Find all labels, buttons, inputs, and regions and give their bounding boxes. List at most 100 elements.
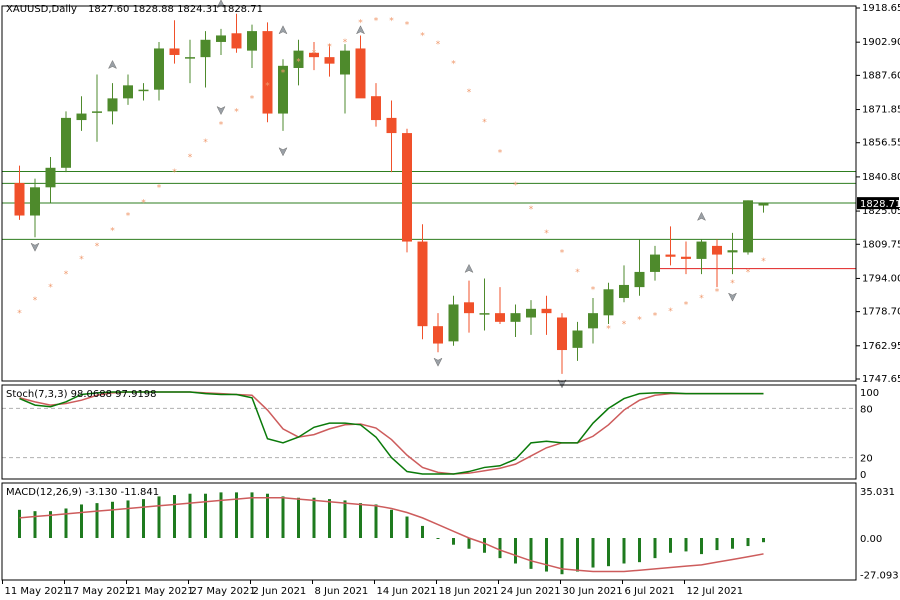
- macd-histogram-bar[interactable]: [33, 511, 37, 538]
- candle-body[interactable]: [479, 313, 490, 315]
- candle-body[interactable]: [216, 35, 226, 42]
- macd-histogram-bar[interactable]: [622, 538, 626, 564]
- candle-body[interactable]: [293, 50, 304, 68]
- macd-histogram-bar[interactable]: [359, 503, 362, 538]
- macd-histogram-bar[interactable]: [731, 538, 734, 549]
- macd-histogram-bar[interactable]: [483, 538, 486, 553]
- macd-histogram-bar[interactable]: [591, 538, 595, 568]
- macd-histogram-bar[interactable]: [514, 538, 517, 564]
- candle-body[interactable]: [634, 271, 645, 288]
- macd-histogram-bar[interactable]: [374, 504, 378, 538]
- macd-histogram-bar[interactable]: [638, 538, 641, 563]
- macd-histogram-bar[interactable]: [653, 538, 657, 559]
- macd-histogram-bar[interactable]: [126, 500, 130, 538]
- candle-body[interactable]: [14, 182, 25, 216]
- macd-histogram-bar[interactable]: [64, 508, 68, 538]
- macd-histogram-bar[interactable]: [607, 538, 610, 567]
- candle-body[interactable]: [154, 48, 164, 90]
- macd-histogram-bar[interactable]: [498, 538, 502, 559]
- candle-body[interactable]: [309, 52, 319, 58]
- macd-pane[interactable]: [18, 492, 765, 575]
- candle-body[interactable]: [526, 308, 536, 318]
- candle-body[interactable]: [433, 326, 443, 344]
- macd-histogram-bar[interactable]: [762, 538, 765, 543]
- candle-body[interactable]: [712, 245, 722, 255]
- candle-body[interactable]: [619, 284, 629, 298]
- candle-body[interactable]: [758, 203, 769, 206]
- candle-body[interactable]: [45, 167, 56, 188]
- macd-histogram-bar[interactable]: [343, 500, 347, 538]
- candle-body[interactable]: [123, 85, 133, 99]
- macd-histogram-bar[interactable]: [436, 538, 440, 539]
- macd-histogram-bar[interactable]: [95, 503, 99, 538]
- candle-body[interactable]: [572, 330, 583, 348]
- candle-body[interactable]: [650, 254, 660, 272]
- macd-histogram-bar[interactable]: [421, 525, 424, 538]
- candle-body[interactable]: [386, 117, 397, 134]
- macd-histogram-bar[interactable]: [49, 511, 52, 538]
- macd-histogram-bar[interactable]: [405, 516, 409, 538]
- macd-histogram-bar[interactable]: [390, 509, 393, 538]
- macd-histogram-bar[interactable]: [576, 538, 579, 572]
- macd-histogram-bar[interactable]: [18, 509, 21, 538]
- macd-histogram-bar[interactable]: [219, 492, 223, 538]
- candle-body[interactable]: [324, 57, 335, 64]
- stoch-main-line[interactable]: [19, 391, 764, 475]
- candle-body[interactable]: [371, 96, 381, 121]
- macd-histogram-bar[interactable]: [111, 501, 114, 538]
- macd-histogram-bar[interactable]: [173, 495, 176, 538]
- candle-body[interactable]: [200, 39, 211, 58]
- candle-body[interactable]: [30, 187, 40, 216]
- candle-body[interactable]: [665, 254, 676, 257]
- macd-histogram-bar[interactable]: [312, 497, 316, 538]
- candle-body[interactable]: [169, 48, 180, 55]
- stoch-signal-line[interactable]: [19, 391, 764, 475]
- candle-body[interactable]: [61, 117, 71, 168]
- macd-histogram-bar[interactable]: [467, 538, 471, 549]
- candle-body[interactable]: [588, 313, 598, 329]
- candle-body[interactable]: [185, 57, 195, 59]
- candle-body[interactable]: [743, 200, 753, 253]
- macd-histogram-bar[interactable]: [529, 538, 533, 569]
- macd-histogram-bar[interactable]: [746, 538, 750, 547]
- macd-signal-line[interactable]: [19, 496, 764, 573]
- candle-body[interactable]: [557, 317, 567, 351]
- candle-body[interactable]: [603, 289, 614, 316]
- macd-histogram-bar[interactable]: [281, 496, 285, 538]
- price-pane[interactable]: * * * * * * * * * * * * * * * * * * * * * * * * * * * * * * * * * * * * * * * *…: [2, 0, 856, 389]
- candle-body[interactable]: [727, 250, 738, 253]
- macd-histogram-bar[interactable]: [142, 499, 145, 538]
- candle-body[interactable]: [247, 31, 257, 51]
- macd-histogram-bar[interactable]: [297, 497, 300, 538]
- candle-body[interactable]: [138, 89, 149, 92]
- stochastic-pane[interactable]: [2, 391, 856, 475]
- candle-body[interactable]: [262, 31, 273, 114]
- macd-histogram-bar[interactable]: [157, 496, 161, 538]
- candle-body[interactable]: [107, 98, 118, 112]
- candle-body[interactable]: [464, 302, 474, 314]
- candle-body[interactable]: [231, 33, 242, 49]
- candle-body[interactable]: [696, 241, 707, 259]
- macd-histogram-bar[interactable]: [328, 499, 331, 538]
- candle-body[interactable]: [495, 313, 505, 322]
- candle-body[interactable]: [76, 113, 87, 121]
- candle-body[interactable]: [355, 48, 366, 99]
- macd-histogram-bar[interactable]: [235, 492, 238, 538]
- macd-histogram-bar[interactable]: [715, 538, 719, 551]
- macd-histogram-bar[interactable]: [452, 538, 455, 545]
- macd-histogram-bar[interactable]: [545, 538, 548, 572]
- candle-body[interactable]: [402, 133, 412, 242]
- macd-histogram-bar[interactable]: [250, 492, 254, 538]
- candle-body[interactable]: [541, 308, 552, 314]
- macd-histogram-bar[interactable]: [80, 504, 83, 538]
- macd-histogram-bar[interactable]: [204, 493, 207, 538]
- candle-body[interactable]: [681, 256, 691, 259]
- candle-body[interactable]: [417, 241, 428, 327]
- macd-histogram-bar[interactable]: [669, 538, 672, 553]
- macd-histogram-bar[interactable]: [188, 493, 192, 538]
- macd-histogram-bar[interactable]: [560, 538, 564, 575]
- candle-body[interactable]: [92, 111, 102, 113]
- candle-body[interactable]: [340, 50, 350, 75]
- candle-body[interactable]: [510, 313, 521, 322]
